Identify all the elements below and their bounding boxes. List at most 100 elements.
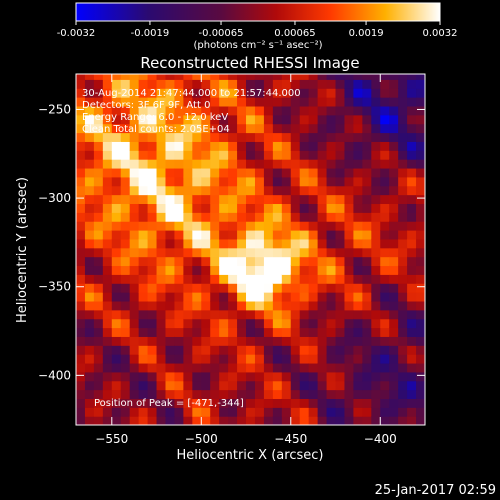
heatmap-cell bbox=[416, 345, 425, 355]
heatmap-cell bbox=[165, 389, 176, 400]
heatmap-cell bbox=[165, 221, 176, 231]
heatmap-cell bbox=[380, 167, 390, 178]
heatmap-cell bbox=[228, 292, 238, 302]
heatmap-cell bbox=[76, 203, 86, 213]
heatmap-cell bbox=[228, 167, 238, 178]
heatmap-cell bbox=[246, 416, 256, 425]
heatmap-cell bbox=[192, 380, 202, 391]
heatmap-cell bbox=[192, 362, 202, 373]
heatmap-cell bbox=[281, 309, 292, 320]
heatmap-cell bbox=[335, 132, 346, 142]
heatmap-cell bbox=[263, 292, 274, 302]
heatmap-cell bbox=[76, 97, 86, 107]
heatmap-cell bbox=[344, 141, 355, 151]
heatmap-cell bbox=[192, 416, 202, 425]
heatmap-cell bbox=[138, 123, 149, 134]
heatmap-cell bbox=[138, 167, 149, 178]
heatmap-cell bbox=[192, 114, 202, 125]
heatmap-cell bbox=[389, 345, 399, 355]
heatmap-cell bbox=[138, 327, 149, 337]
heatmap-cell bbox=[120, 327, 131, 337]
heatmap-cell bbox=[210, 203, 220, 213]
heatmap-cell bbox=[76, 238, 86, 249]
heatmap-cell bbox=[371, 318, 381, 329]
heatmap-cell bbox=[210, 265, 220, 275]
heatmap-cell bbox=[308, 114, 319, 125]
heatmap-cell bbox=[272, 380, 283, 391]
heatmap-cell bbox=[147, 362, 158, 373]
heatmap-cell bbox=[263, 176, 274, 187]
heatmap-cell bbox=[353, 318, 363, 329]
heatmap-cell bbox=[326, 141, 337, 151]
heatmap-cell bbox=[93, 212, 104, 222]
heatmap-cell bbox=[416, 389, 425, 400]
heatmap-cell bbox=[102, 256, 113, 267]
heatmap-cell bbox=[308, 74, 319, 80]
heatmap-cell bbox=[111, 221, 122, 231]
heatmap-cell bbox=[219, 407, 229, 417]
heatmap-cell bbox=[165, 230, 176, 240]
heatmap-cell bbox=[237, 167, 247, 178]
heatmap-cell bbox=[228, 212, 238, 222]
heatmap-cell bbox=[237, 256, 247, 267]
heatmap-cell bbox=[281, 265, 292, 275]
heatmap-cell bbox=[281, 256, 292, 267]
heatmap-cell bbox=[299, 167, 310, 178]
heatmap-cell bbox=[326, 380, 337, 391]
heatmap-cell bbox=[210, 123, 220, 134]
heatmap-cell bbox=[335, 176, 346, 187]
heatmap-cell bbox=[326, 345, 337, 355]
heatmap-cell bbox=[138, 159, 149, 169]
heatmap-cell bbox=[416, 407, 425, 417]
heatmap-cell bbox=[165, 123, 176, 134]
heatmap-cell bbox=[290, 398, 301, 408]
heatmap-cell bbox=[299, 247, 310, 258]
heatmap-cell bbox=[111, 230, 122, 240]
heatmap-cell bbox=[263, 354, 274, 364]
heatmap-cell bbox=[165, 309, 176, 320]
heatmap-cell bbox=[84, 336, 95, 346]
heatmap-cell bbox=[138, 256, 149, 267]
heatmap-cell bbox=[237, 292, 247, 302]
heatmap-cell bbox=[156, 88, 167, 98]
heatmap-cell bbox=[272, 407, 283, 417]
heatmap-cell bbox=[210, 141, 220, 151]
heatmap-cell bbox=[147, 309, 158, 320]
heatmap-cell bbox=[380, 97, 390, 107]
heatmap-cell bbox=[111, 362, 122, 373]
x-tick-label: −550 bbox=[95, 432, 128, 446]
heatmap-cell bbox=[111, 336, 122, 346]
heatmap-cell bbox=[263, 159, 274, 169]
heatmap-cell bbox=[272, 176, 283, 187]
heatmap-cell bbox=[299, 416, 310, 425]
heatmap-cell bbox=[201, 79, 211, 89]
heatmap-cell bbox=[398, 238, 408, 249]
heatmap-cell bbox=[138, 230, 149, 240]
heatmap-cell bbox=[362, 114, 372, 125]
heatmap-cell bbox=[174, 123, 184, 134]
heatmap-cell bbox=[174, 159, 184, 169]
heatmap-cell bbox=[254, 247, 265, 258]
heatmap-cell bbox=[84, 318, 95, 329]
heatmap-cell bbox=[111, 345, 122, 355]
heatmap-cell bbox=[156, 221, 167, 231]
heatmap-cell bbox=[156, 371, 167, 382]
heatmap-cell bbox=[389, 74, 399, 80]
heatmap-cell bbox=[335, 74, 346, 80]
heatmap-cell bbox=[272, 256, 283, 267]
heatmap-cell bbox=[111, 167, 122, 178]
heatmap-cell bbox=[353, 203, 363, 213]
heatmap-cell bbox=[111, 132, 122, 142]
heatmap-cell bbox=[84, 79, 95, 89]
heatmap-cell bbox=[272, 167, 283, 178]
heatmap-cell bbox=[93, 300, 104, 311]
annotation-clean: Clean Total counts: 2.05E+04 bbox=[82, 124, 230, 135]
heatmap-cell bbox=[416, 238, 425, 249]
heatmap-cell bbox=[317, 230, 328, 240]
heatmap-cell bbox=[120, 407, 131, 417]
heatmap-cell bbox=[389, 238, 399, 249]
heatmap-cell bbox=[210, 159, 220, 169]
heatmap-cell bbox=[201, 407, 211, 417]
heatmap-cell bbox=[237, 362, 247, 373]
heatmap-cell bbox=[183, 309, 193, 320]
